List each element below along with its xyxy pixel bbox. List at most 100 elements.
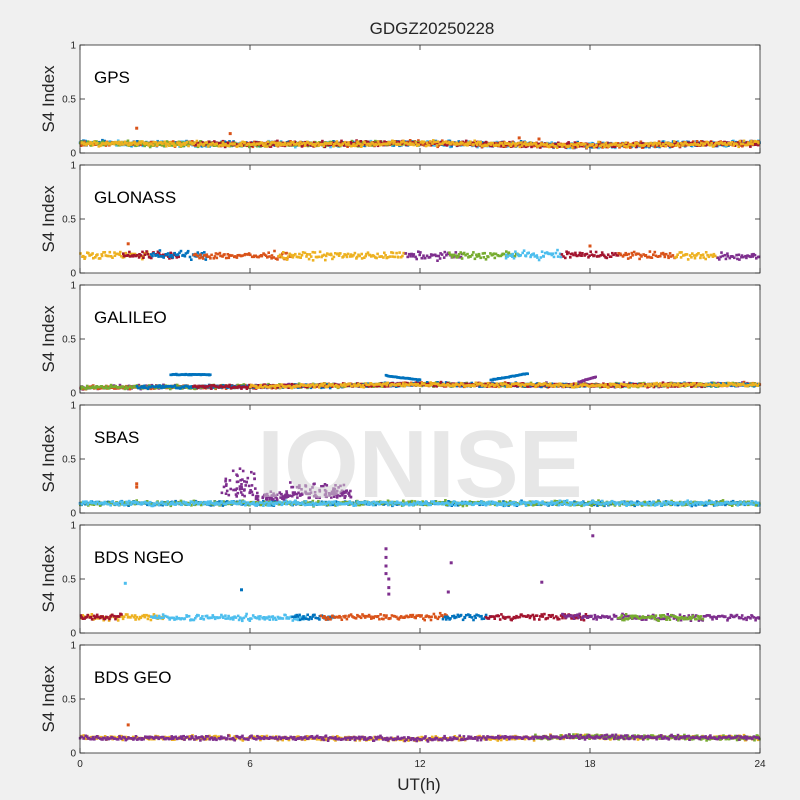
data-point xyxy=(224,256,228,260)
data-point xyxy=(360,257,364,260)
data-point xyxy=(147,255,151,259)
data-point xyxy=(322,253,326,257)
data-point xyxy=(212,257,216,260)
data-point xyxy=(719,255,722,259)
data-point xyxy=(542,143,546,146)
data-point xyxy=(699,254,703,257)
data-point xyxy=(122,143,125,146)
data-point xyxy=(509,144,512,148)
data-point xyxy=(671,254,675,257)
data-point xyxy=(292,140,295,144)
data-point xyxy=(533,142,536,145)
data-point xyxy=(604,141,608,145)
data-point xyxy=(277,143,280,147)
data-point xyxy=(454,254,457,257)
data-point xyxy=(717,142,721,146)
data-point xyxy=(457,255,460,258)
data-point xyxy=(528,143,532,146)
data-point xyxy=(487,142,490,146)
data-point xyxy=(143,142,147,146)
data-point xyxy=(529,141,533,144)
data-point xyxy=(369,139,373,143)
data-point xyxy=(143,253,147,256)
data-point xyxy=(339,141,342,145)
data-point xyxy=(87,386,90,389)
data-point xyxy=(288,252,291,256)
data-point xyxy=(693,256,697,260)
data-point xyxy=(735,143,739,146)
data-point xyxy=(502,144,505,147)
data-point xyxy=(173,251,176,255)
data-point xyxy=(435,144,439,147)
data-point xyxy=(122,386,125,390)
data-point xyxy=(266,256,269,259)
data-point xyxy=(733,144,737,147)
data-point xyxy=(267,251,270,254)
data-point xyxy=(574,251,577,255)
data-point xyxy=(704,257,707,261)
data-point xyxy=(332,255,336,259)
data-point xyxy=(536,256,539,259)
data-point xyxy=(497,254,501,258)
data-point xyxy=(598,140,602,144)
data-point xyxy=(597,255,601,258)
data-point xyxy=(455,256,458,259)
data-point xyxy=(236,144,240,148)
data-point xyxy=(83,387,87,390)
data-point xyxy=(710,253,713,257)
data-point xyxy=(699,143,703,146)
data-point xyxy=(653,145,657,149)
data-point xyxy=(507,251,511,254)
data-point xyxy=(153,142,157,145)
data-point xyxy=(531,253,534,256)
data-point xyxy=(627,252,630,256)
data-point xyxy=(384,142,387,146)
data-point xyxy=(174,144,177,147)
data-point xyxy=(420,140,424,143)
data-point xyxy=(292,253,296,257)
data-point xyxy=(626,257,630,260)
data-point xyxy=(379,143,382,147)
data-point xyxy=(233,142,236,146)
data-point xyxy=(308,253,312,256)
data-point xyxy=(337,252,340,255)
data-point xyxy=(127,143,130,147)
data-point xyxy=(505,253,508,257)
axes-background xyxy=(80,285,760,393)
data-point xyxy=(103,139,106,143)
data-point xyxy=(366,142,369,146)
data-point xyxy=(250,143,253,146)
data-point xyxy=(221,144,224,147)
data-point xyxy=(391,144,394,147)
data-point xyxy=(728,256,732,260)
data-point xyxy=(709,144,712,147)
data-point xyxy=(630,251,634,255)
data-point xyxy=(100,254,104,258)
data-point xyxy=(725,143,729,147)
data-point xyxy=(751,142,754,146)
data-point xyxy=(136,142,140,145)
data-point xyxy=(581,252,584,255)
data-point xyxy=(253,254,256,258)
data-point xyxy=(98,385,101,389)
data-point xyxy=(557,141,560,145)
data-point xyxy=(396,142,400,146)
data-point xyxy=(532,252,535,255)
data-point xyxy=(172,142,175,145)
data-point xyxy=(432,139,435,142)
data-point xyxy=(518,143,521,147)
data-point xyxy=(285,258,289,261)
data-point xyxy=(346,252,350,256)
data-point xyxy=(236,254,240,257)
data-point xyxy=(279,141,282,145)
data-point xyxy=(306,253,309,256)
data-point xyxy=(493,144,496,147)
data-point xyxy=(513,142,517,145)
data-point xyxy=(559,255,563,259)
data-point xyxy=(280,255,284,259)
data-point xyxy=(667,254,670,258)
data-point xyxy=(207,145,210,148)
data-point xyxy=(92,256,95,260)
